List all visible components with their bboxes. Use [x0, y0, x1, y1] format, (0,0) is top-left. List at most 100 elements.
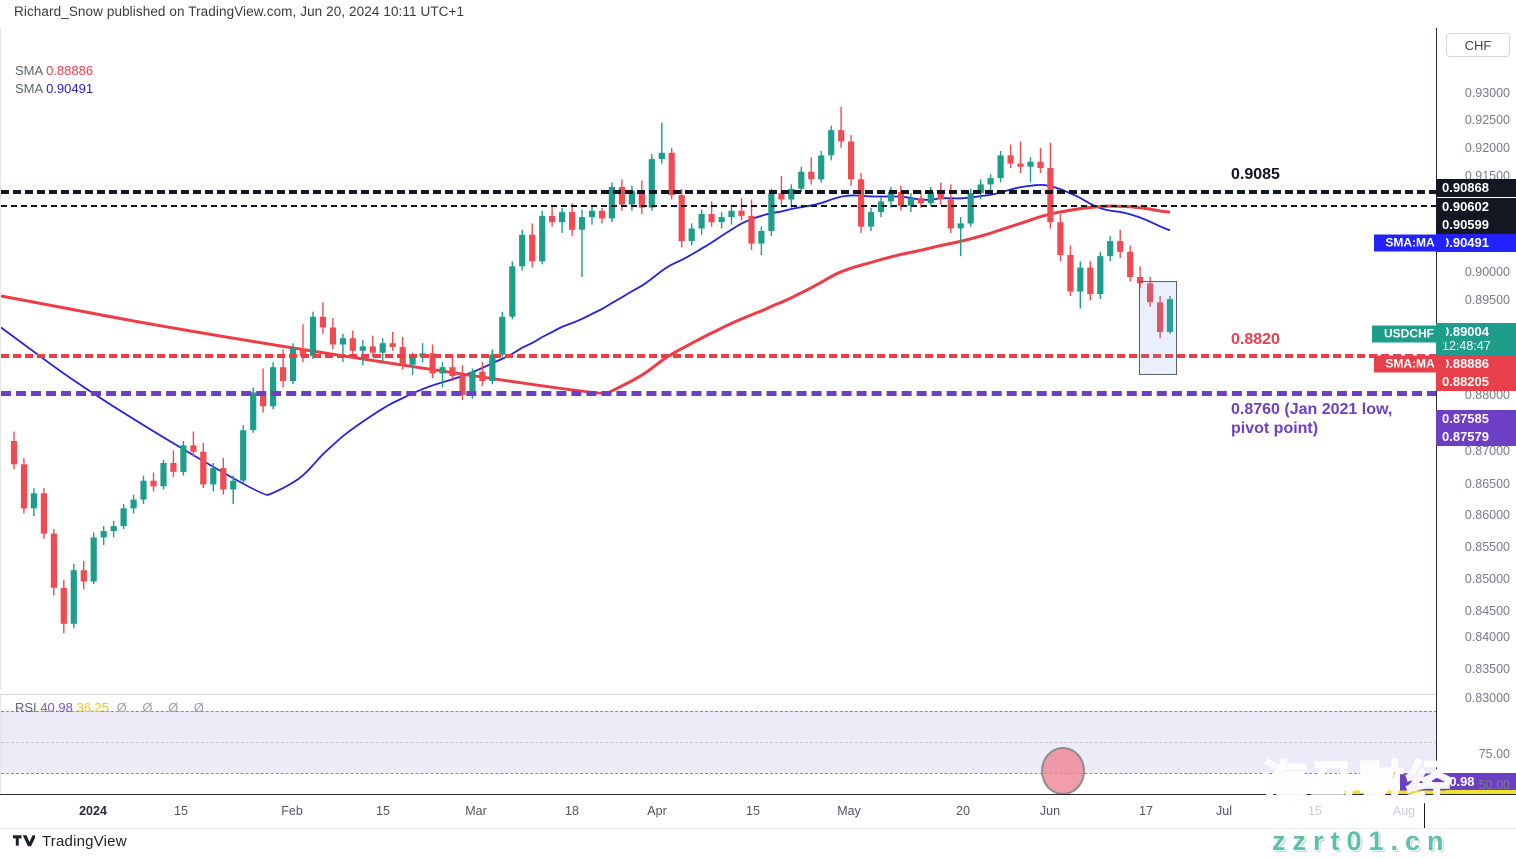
sma-fast-blue-line [1, 184, 1171, 496]
candle-body [379, 343, 386, 353]
legend-sma-red-value: 0.88886 [46, 63, 94, 78]
candle-body [828, 130, 835, 156]
candle-body [150, 480, 157, 487]
candle-body [280, 367, 287, 382]
candle-body [638, 190, 645, 208]
candle-body [967, 193, 974, 224]
rsi-level-25 [1, 773, 1437, 774]
candle-body [339, 338, 346, 345]
candle-body [539, 215, 546, 262]
candle-body [369, 346, 376, 353]
badge-value: 0.87579 [1442, 429, 1489, 444]
candle-body [80, 570, 87, 582]
annotation-resistance-label: 0.9085 [1231, 166, 1280, 183]
time-axis[interactable]: 2024 15 Feb 15 Mar 18 Apr 15 May 20 Jun 17 Jul 15 Aug [0, 794, 1516, 829]
candle-body [688, 228, 695, 242]
candle-body [738, 210, 745, 216]
candle-body [927, 191, 934, 204]
rsi-legend-ma-value: 36.25 [76, 700, 110, 715]
time-label: 2024 [79, 804, 107, 818]
candle-body [60, 587, 67, 624]
price-tick: 0.85500 [1464, 540, 1510, 554]
price-tick: 0.84000 [1464, 630, 1510, 644]
price-axis-badge[interactable]: 0.90491 [1436, 234, 1516, 252]
badge-value: 40.98 [1442, 774, 1475, 789]
bottom-bar [0, 828, 1516, 858]
tradingview-logo[interactable]: TradingView [13, 833, 127, 850]
rsi-legend[interactable]: RSI 40.98 36.25 Ø Ø Ø Ø [15, 700, 210, 715]
badge-value: 0.90599 [1442, 217, 1489, 232]
price-axis-badge[interactable]: 0.89004 12:48:47 [1436, 323, 1516, 355]
price-axis-badge[interactable]: 0.90602 [1436, 198, 1516, 216]
price-tick: 0.89500 [1464, 293, 1510, 307]
legend-sma-blue-value: 0.90491 [46, 81, 94, 96]
candle-body [1097, 256, 1104, 294]
candle-body [718, 217, 725, 223]
candle-body [439, 367, 446, 374]
candle-body [359, 346, 366, 351]
currency-button[interactable]: CHF [1446, 33, 1510, 57]
candle-body [608, 186, 615, 219]
candle-body [260, 392, 267, 407]
price-tick: 0.85000 [1464, 572, 1510, 586]
candle-body [469, 371, 476, 395]
series-name-tag[interactable]: USDCHF [1372, 325, 1446, 343]
candle-body [748, 215, 755, 244]
candle-body [628, 190, 635, 205]
price-axis-badge[interactable]: 0.90599 [1436, 216, 1516, 234]
candle-body [479, 371, 486, 382]
candle-body [30, 493, 37, 509]
tradingview-mark-icon [13, 834, 35, 846]
price-axis-badge[interactable]: 0.90868 [1436, 179, 1516, 197]
legend-row-sma-blue[interactable]: SMA 0.90491 [15, 80, 93, 98]
price-axis-badge[interactable]: 40.98 [1436, 773, 1516, 791]
price-axis-badge[interactable]: 0.88886 [1436, 355, 1516, 373]
candle-body [180, 445, 187, 472]
candle-body [509, 266, 516, 317]
time-label: Apr [647, 804, 667, 818]
candle-body [389, 343, 396, 347]
rsi-highlight-ellipse[interactable] [1041, 747, 1085, 795]
price-tick: 0.86500 [1464, 477, 1510, 491]
time-axis-cursor [1424, 795, 1425, 829]
candle-body [997, 155, 1004, 179]
candle-body [110, 526, 117, 532]
candle-body [90, 537, 97, 582]
candle-body [1117, 241, 1124, 252]
rsi-pane[interactable]: RSI 40.98 36.25 Ø Ø Ø Ø [0, 694, 1437, 795]
badge-value: 0.88205 [1442, 374, 1489, 389]
candle-body [658, 152, 665, 160]
last-candles-highlight-box[interactable] [1139, 281, 1177, 375]
hline-level-0-90599[interactable] [1, 205, 1437, 207]
series-name-tag[interactable]: SMA:MA [1374, 234, 1446, 252]
candle-body [957, 223, 964, 229]
price-axis-badge[interactable]: 0.87579 [1436, 428, 1516, 446]
price-axis-badge[interactable]: 0.87585 [1436, 410, 1516, 428]
price-tick: 0.86000 [1464, 508, 1510, 522]
price-axis-badge[interactable]: 0.88205 [1436, 373, 1516, 391]
candle-body [1166, 299, 1174, 332]
candle-body [459, 376, 466, 395]
rsi-legend-name: RSI [15, 700, 37, 715]
candle-body [50, 533, 57, 588]
hline-resistance-0-9085[interactable] [1, 190, 1437, 194]
price-pane[interactable]: 0.9085 0.8820 0.8760 (Jan 2021 low, pivo… [0, 28, 1437, 690]
candle-body [200, 451, 207, 485]
annotation-pivot-label: 0.8760 (Jan 2021 low, pivot point) [1231, 401, 1393, 437]
candle-body [588, 210, 596, 218]
hline-pivot-0-8760[interactable] [1, 391, 1437, 396]
candle-body [1047, 168, 1054, 223]
candle-body [1067, 255, 1074, 292]
price-tick: 0.83500 [1464, 662, 1510, 676]
series-name-tag[interactable]: SMA:MA [1374, 355, 1446, 373]
candle-body [1007, 155, 1014, 164]
price-axis[interactable]: CHF 0.93000 0.92500 0.92000 0.91500 0.90000 0… [1436, 28, 1516, 808]
candle-body [887, 191, 895, 202]
price-tick: 0.90000 [1464, 265, 1510, 279]
candle-body [858, 179, 865, 227]
legend-row-sma-red[interactable]: SMA 0.88886 [15, 62, 93, 80]
candle-body [230, 480, 237, 490]
series-name-tag[interactable]: RSI [1400, 773, 1446, 791]
hline-support-0-8820[interactable] [1, 354, 1437, 358]
